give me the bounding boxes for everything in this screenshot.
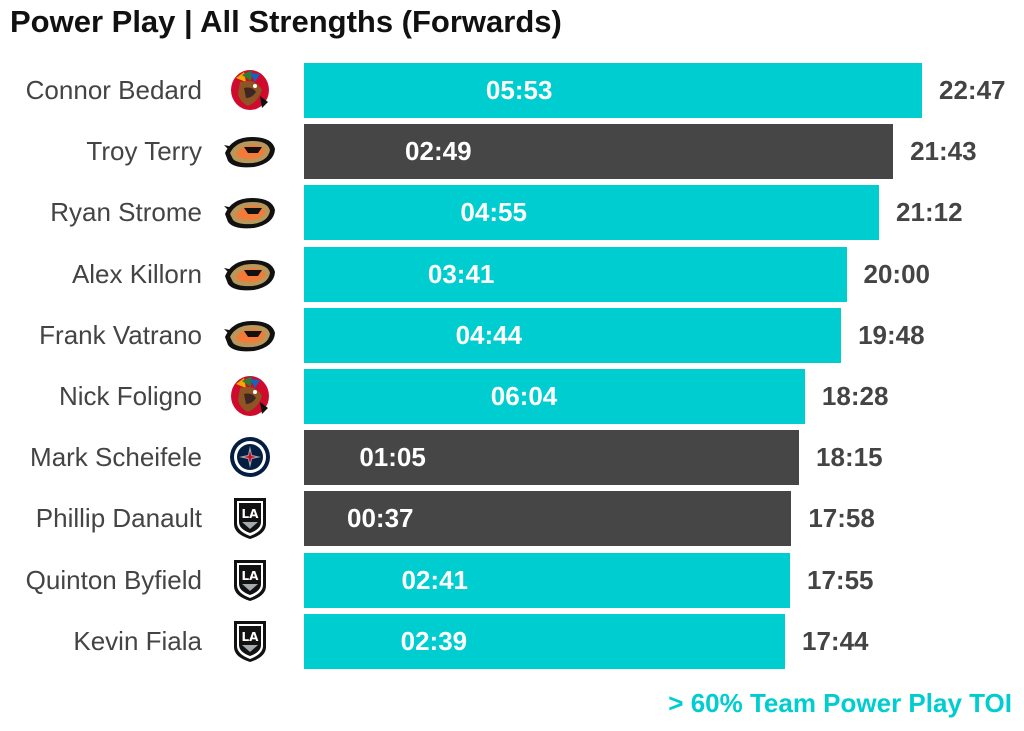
player-name-label: Connor Bedard [25,75,202,105]
pp-toi-label: 02:41 [401,564,469,595]
anaheim-ducks-logo [222,313,278,357]
total-toi-label: 21:12 [896,197,963,228]
chicago-blackhawks-logo [222,68,278,112]
svg-text:LA: LA [242,507,260,521]
bar-row: Kevin Fiala LA 02:39 17:44 [0,613,1024,669]
pp-toi-label: 02:49 [405,136,472,167]
chart-title: Power Play | All Strengths (Forwards) [10,4,562,39]
los-angeles-kings-logo: LA [222,558,278,602]
bar-row: Connor Bedard 05:53 22:47 [0,63,1024,118]
bar-row: Ryan Strome 04:55 21:12 [0,185,1024,241]
pp-toi-label: 03:41 [427,258,495,289]
bar-row: Phillip Danault LA 00:37 17:58 [0,491,1024,547]
player-name-label: Mark Scheifele [30,442,202,473]
toi-bar [304,491,792,547]
toi-bar [304,185,880,241]
pp-toi-label: 06:04 [490,381,558,411]
player-name-label: Alex Killorn [71,258,202,289]
player-name-label: Troy Terry [86,136,202,167]
toi-bar [304,552,790,608]
player-name-label: Phillip Danault [35,503,202,534]
los-angeles-kings-logo: LA [222,496,278,540]
pp-toi-label: 00:37 [347,503,414,534]
pp-toi-label: 04:44 [455,319,523,350]
total-toi-label: 19:48 [858,319,925,350]
pp-toi-label: 05:53 [485,75,553,105]
svg-text:LA: LA [242,630,260,644]
player-name-label: Quinton Byfield [25,564,202,595]
pp-toi-label: 01:05 [359,442,426,473]
toi-bar [304,124,894,180]
toi-bar [304,63,922,118]
chicago-blackhawks-logo [222,374,278,418]
anaheim-ducks-logo [222,129,278,173]
player-name-label: Kevin Fiala [73,625,202,656]
total-toi-label: 18:15 [816,442,883,473]
player-name-label: Ryan Strome [50,197,202,228]
svg-text:LA: LA [242,569,260,583]
total-toi-label: 17:55 [806,564,874,595]
toi-bar [304,430,800,486]
bar-row: Nick Foligno 06:04 18:28 [0,369,1024,424]
bar-row: Frank Vatrano 04:44 19:48 [0,307,1024,363]
anaheim-ducks-logo [222,190,278,234]
bar-row: Mark Scheifele 01:05 18:15 [0,430,1024,486]
anaheim-ducks-logo [222,252,278,296]
bar-row: Alex Killorn 03:41 20:00 [0,246,1024,302]
total-toi-label: 21:43 [910,136,977,167]
player-name-label: Nick Foligno [58,381,202,411]
toi-bar [304,246,847,302]
los-angeles-kings-logo: LA [222,619,278,663]
pp-toi-label: 04:55 [460,197,527,228]
total-toi-label: 22:47 [939,75,1006,105]
pp-toi-label: 02:39 [400,625,468,656]
total-toi-label: 18:28 [821,381,889,411]
bar-row: Quinton Byfield LA 02:41 17:55 [0,552,1024,608]
bar-row: Troy Terry 02:49 21:43 [0,124,1024,180]
total-toi-label: 17:58 [808,503,875,534]
toi-bar [304,613,786,669]
winnipeg-jets-logo [222,435,278,479]
player-name-label: Frank Vatrano [39,319,202,350]
toi-bar [304,369,805,424]
highlight-legend-note: > 60% Team Power Play TOI [668,688,1012,718]
total-toi-label: 20:00 [863,258,931,289]
toi-bar [304,307,842,363]
total-toi-label: 17:44 [802,625,869,656]
